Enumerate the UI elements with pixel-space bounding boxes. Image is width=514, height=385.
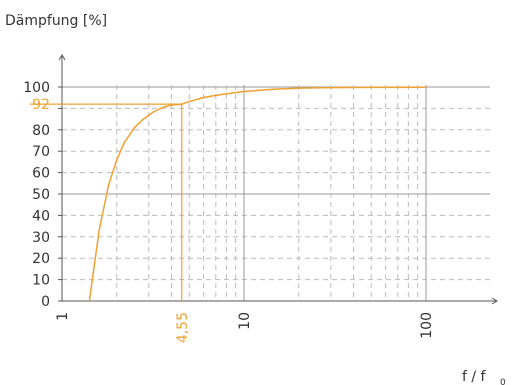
annotation-label-y: 92 <box>32 97 50 113</box>
x-axis-arrow <box>491 297 498 305</box>
y-tick-label: 60 <box>32 166 50 182</box>
annotations: 924,55 <box>30 97 191 343</box>
x-axis-label-subscript: 0 <box>500 378 506 385</box>
y-axis-label: Dämpfung [%] <box>5 13 107 29</box>
y-tick-label: 100 <box>23 80 50 96</box>
y-tick-label: 30 <box>32 230 50 246</box>
y-tick-label: 10 <box>32 273 50 289</box>
y-tick-label: 50 <box>32 187 50 203</box>
y-tick-label: 0 <box>41 294 50 310</box>
y-tick-label: 40 <box>32 208 50 224</box>
x-tick-label: 10 <box>237 312 253 330</box>
annotation-label-x: 4,55 <box>175 312 191 343</box>
y-tick-label: 20 <box>32 251 50 267</box>
axes <box>58 54 498 305</box>
grid <box>62 85 490 301</box>
x-axis-label: f / f 0 <box>462 369 506 385</box>
x-tick-label: 100 <box>419 312 435 339</box>
y-tick-label: 70 <box>32 144 50 160</box>
damping-curve <box>88 86 427 302</box>
tick-labels: 0 10 20 30 40 50 60 70 80 100 1 10 100 <box>23 80 435 339</box>
y-tick-label: 80 <box>32 123 50 139</box>
y-axis-arrow <box>58 54 66 61</box>
x-tick-label: 1 <box>55 312 71 321</box>
x-axis-label-main: f / f <box>462 369 487 385</box>
